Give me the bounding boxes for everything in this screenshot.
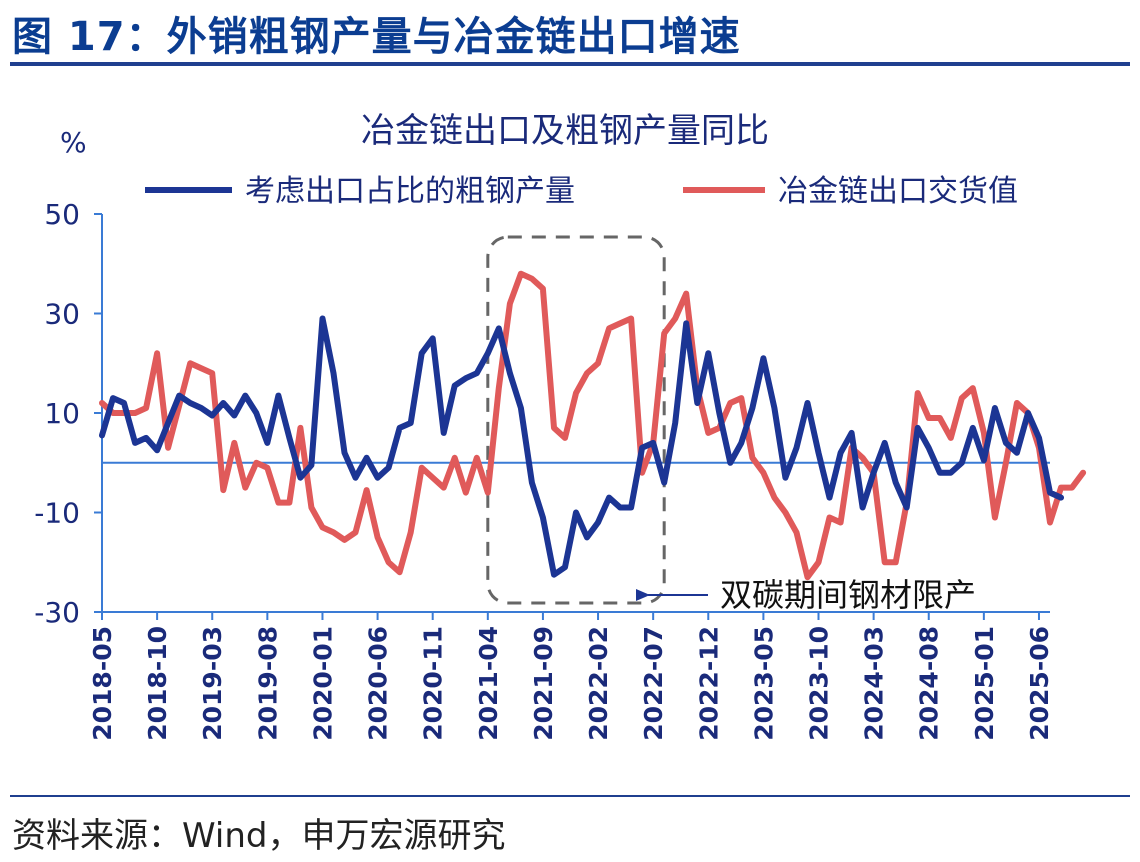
chart-title: 冶金链出口及粗钢产量同比 [361, 111, 769, 151]
x-tick-label: 2022-12 [694, 626, 723, 741]
series-layer [99, 270, 1087, 581]
figure-title: 图 17：外销粗钢产量与冶金链出口增速 [12, 14, 741, 60]
series-line-export-value [99, 270, 1087, 581]
legend-label-crude-steel: 考虑出口占比的粗钢产量 [245, 174, 575, 209]
y-tick-label: -30 [34, 596, 80, 629]
title-divider [10, 62, 1130, 66]
x-tick-label: 2023-10 [805, 626, 834, 741]
x-tick-label: 2025-06 [1025, 626, 1054, 741]
x-tick-label: 2025-01 [970, 626, 999, 741]
x-tick-label: 2018-10 [143, 626, 172, 741]
x-tick-label: 2019-08 [253, 626, 282, 741]
annotation-text: 双碳期间钢材限产 [720, 576, 976, 614]
y-tick-label: 10 [44, 397, 80, 430]
y-axis-unit: % [60, 126, 87, 159]
y-tick-label: 30 [44, 298, 80, 331]
x-tick-label: 2022-07 [639, 626, 668, 741]
x-tick-label: 2020-01 [308, 626, 337, 741]
y-tick-label: 50 [44, 198, 80, 231]
x-tick-label: 2021-09 [529, 626, 558, 741]
x-tick-label: 2022-02 [584, 626, 613, 741]
x-tick-label: 2019-03 [198, 626, 227, 741]
source-note: 资料来源：Wind，申万宏源研究 [12, 816, 506, 856]
x-tick-label: 2024-03 [860, 626, 889, 741]
x-axis: 2018-05 2018-10 2019-03 2019-08 2020-01 2020-… [88, 611, 1054, 741]
annotation: 双碳期间钢材限产 [636, 576, 976, 614]
x-tick-label: 2024-08 [915, 626, 944, 741]
y-tick-label: -10 [34, 497, 80, 530]
y-axis: 50 30 10 -10 -30 [34, 198, 103, 629]
x-tick-label: 2021-04 [474, 626, 503, 741]
series-line-crude-steel [99, 315, 1064, 578]
x-tick-label: 2018-05 [88, 626, 117, 741]
legend-label-export-value: 冶金链出口交货值 [778, 174, 1018, 209]
x-tick-label: 2020-11 [419, 626, 448, 741]
x-tick-label: 2023-05 [749, 626, 778, 741]
x-tick-label: 2020-06 [364, 626, 393, 741]
legend: 考虑出口占比的粗钢产量 冶金链出口交货值 [145, 174, 1018, 209]
source-divider [10, 795, 1130, 797]
